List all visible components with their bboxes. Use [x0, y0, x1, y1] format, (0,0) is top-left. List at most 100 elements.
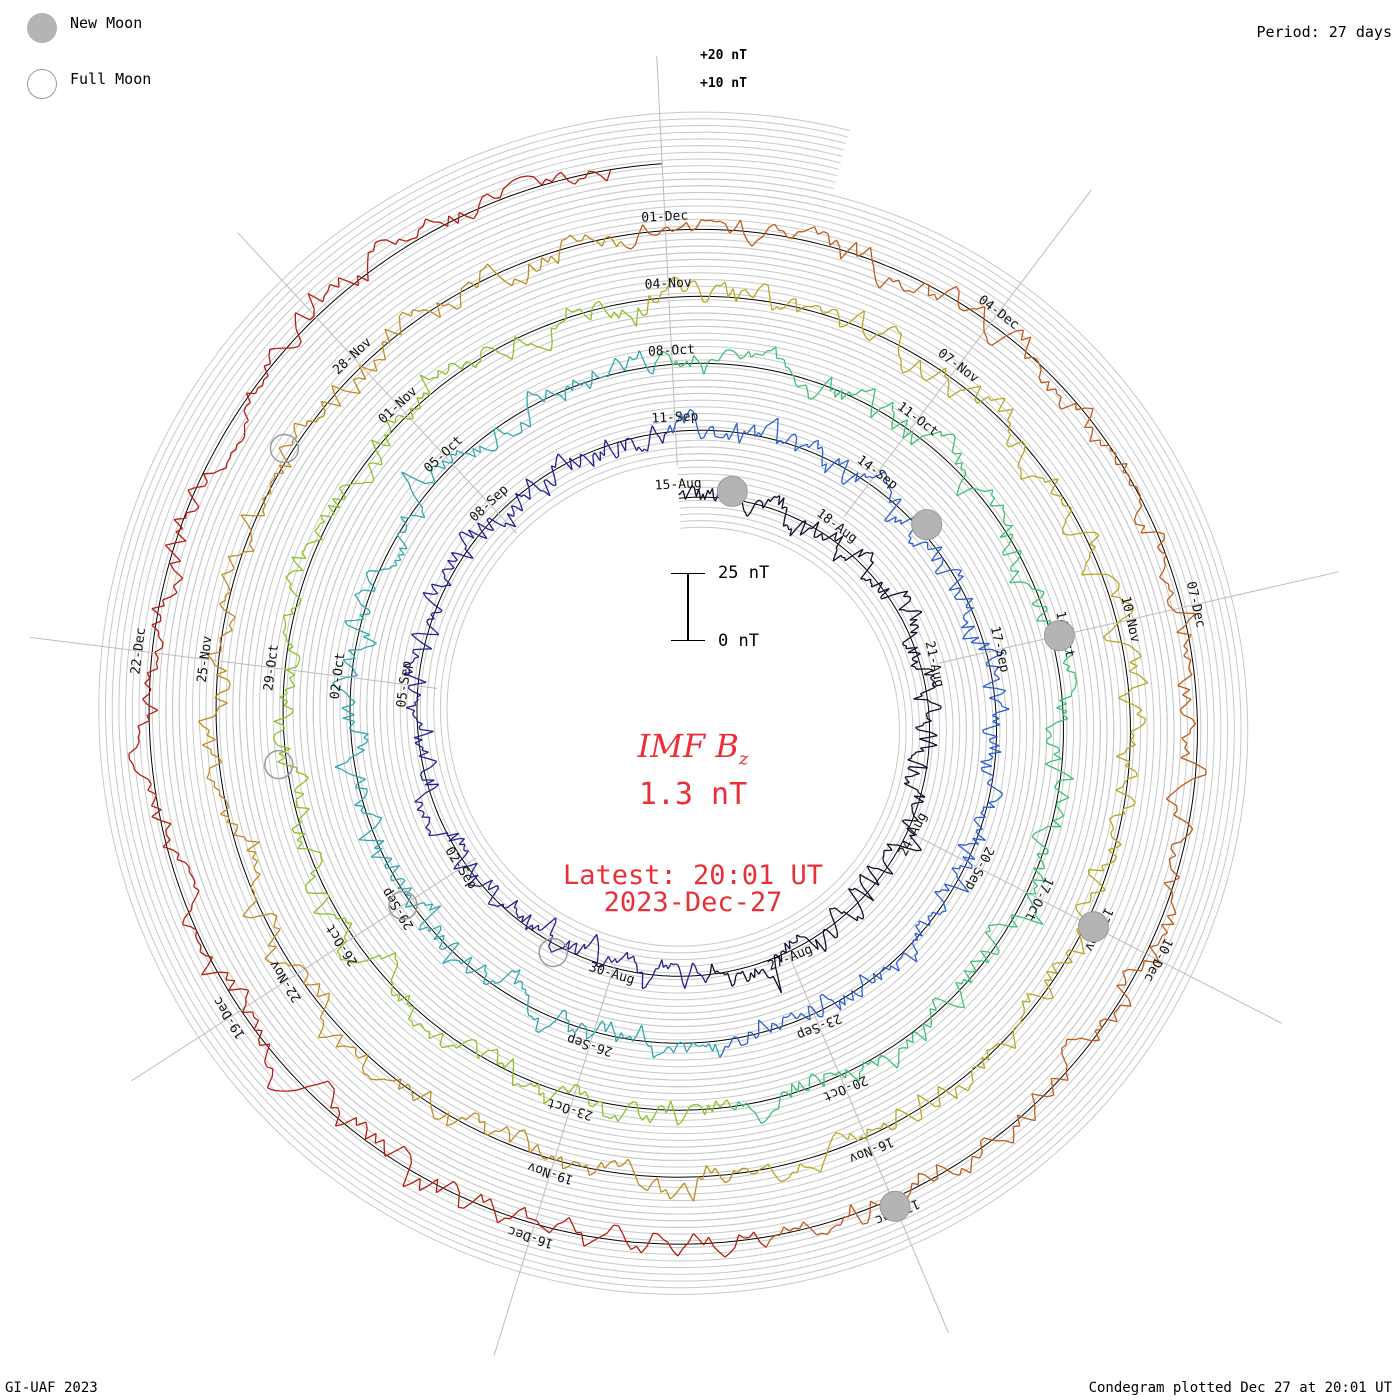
bz-trace-segment [932, 679, 936, 683]
bz-trace-segment [531, 1016, 535, 1020]
bz-trace-segment [367, 1074, 372, 1080]
bz-trace-segment [957, 570, 962, 576]
bz-trace-segment [989, 747, 1002, 753]
bz-trace-segment [902, 636, 911, 644]
bz-trace-segment [782, 950, 787, 954]
bz-trace-segment [444, 1180, 455, 1188]
bz-trace-segment [999, 923, 1010, 928]
bz-trace-segment [193, 881, 196, 888]
bz-trace-segment [824, 464, 833, 474]
bz-trace-segment [698, 488, 702, 500]
bz-trace-segment [982, 686, 997, 690]
bz-trace-segment [857, 551, 868, 558]
bz-trace-segment [477, 1049, 489, 1059]
bz-trace-segment [1020, 469, 1022, 474]
bz-trace-segment [900, 286, 905, 292]
bz-trace-segment [1064, 517, 1068, 524]
bz-trace-segment [330, 403, 341, 407]
bz-trace-segment [551, 175, 557, 182]
bz-trace-segment [714, 1167, 721, 1177]
bz-trace-segment [243, 420, 249, 425]
bz-trace-segment [951, 444, 955, 452]
bz-trace-segment [398, 316, 401, 326]
bz-trace-segment [924, 673, 934, 676]
bz-trace-segment [464, 281, 470, 286]
bz-trace-segment [977, 1065, 986, 1070]
bz-trace-segment [1128, 644, 1135, 650]
bz-trace-segment [1170, 896, 1174, 902]
bz-trace-segment [358, 832, 369, 841]
bz-trace-segment [604, 375, 609, 378]
bz-trace-segment [1031, 1093, 1041, 1097]
bz-trace-segment [964, 969, 972, 973]
bz-trace-segment [636, 1102, 640, 1115]
bz-trace-segment [850, 915, 858, 922]
bz-trace-segment [903, 782, 918, 791]
bz-trace-segment [414, 801, 423, 804]
bz-trace-segment [413, 737, 423, 741]
bz-trace-segment [628, 355, 634, 361]
bz-trace-segment [614, 357, 620, 363]
bz-trace-segment [285, 576, 292, 585]
bz-trace-segment [250, 887, 255, 892]
bz-trace-segment [1066, 669, 1076, 674]
bz-trace-segment [543, 480, 551, 496]
bz-trace-segment [486, 263, 498, 276]
bz-trace-segment [465, 1112, 475, 1121]
bz-trace-segment [399, 324, 402, 335]
bz-trace-segment [911, 753, 915, 757]
bz-trace-segment [820, 1163, 824, 1173]
bz-trace-segment [384, 433, 390, 436]
bz-trace-segment [402, 311, 412, 317]
bz-trace-segment [955, 461, 963, 465]
bz-trace-segment [211, 659, 215, 666]
bz-trace-segment [1051, 1077, 1060, 1080]
bz-trace-segment [404, 664, 409, 669]
bz-trace-segment [783, 507, 788, 519]
bz-trace-segment [1136, 523, 1145, 527]
bz-trace-segment [1115, 619, 1122, 627]
bz-trace-segment [468, 874, 479, 886]
date-label: 11-Sep [651, 409, 699, 426]
bz-trace-segment [891, 422, 902, 430]
bz-trace-segment [215, 674, 229, 681]
bz-trace-segment [1136, 709, 1143, 715]
bz-trace-segment [726, 1099, 732, 1108]
bz-trace-segment [986, 783, 996, 789]
bz-trace-segment [1171, 608, 1177, 614]
bz-trace-segment [403, 887, 412, 890]
bz-trace-segment [516, 915, 520, 919]
bz-trace-segment [922, 1023, 926, 1033]
bz-trace-segment [525, 924, 533, 931]
bz-trace-segment [146, 672, 151, 679]
bz-trace-segment [413, 901, 425, 907]
bz-trace-segment [784, 942, 788, 954]
bz-trace-segment [483, 346, 488, 349]
bz-trace-segment [418, 755, 426, 759]
bz-trace-segment [436, 302, 442, 318]
bz-trace-segment [689, 355, 695, 367]
bz-trace-segment [952, 433, 956, 439]
bz-trace-segment [229, 452, 232, 459]
bz-trace-segment [313, 911, 320, 915]
bz-trace-segment [348, 482, 354, 486]
bz-trace-segment [472, 447, 481, 453]
bz-trace-segment [914, 772, 920, 776]
bz-trace-segment [774, 966, 783, 994]
bz-trace-segment [606, 169, 612, 182]
bz-trace-segment [548, 1020, 556, 1027]
bz-trace-segment [482, 982, 487, 986]
bz-trace-segment [1128, 479, 1131, 486]
bz-trace-segment [822, 1156, 827, 1165]
bz-trace-segment [546, 1155, 553, 1160]
bz-trace-segment [781, 1016, 784, 1026]
bz-trace-segment [992, 720, 1001, 726]
bz-trace-segment [910, 430, 914, 439]
bz-trace-segment [769, 298, 773, 311]
bz-trace-segment [527, 263, 530, 277]
bz-trace-segment [604, 310, 612, 319]
bz-trace-segment [737, 1100, 744, 1107]
bz-trace-segment [233, 829, 238, 836]
bz-trace-segment [464, 548, 474, 559]
bz-trace-segment [774, 223, 780, 231]
